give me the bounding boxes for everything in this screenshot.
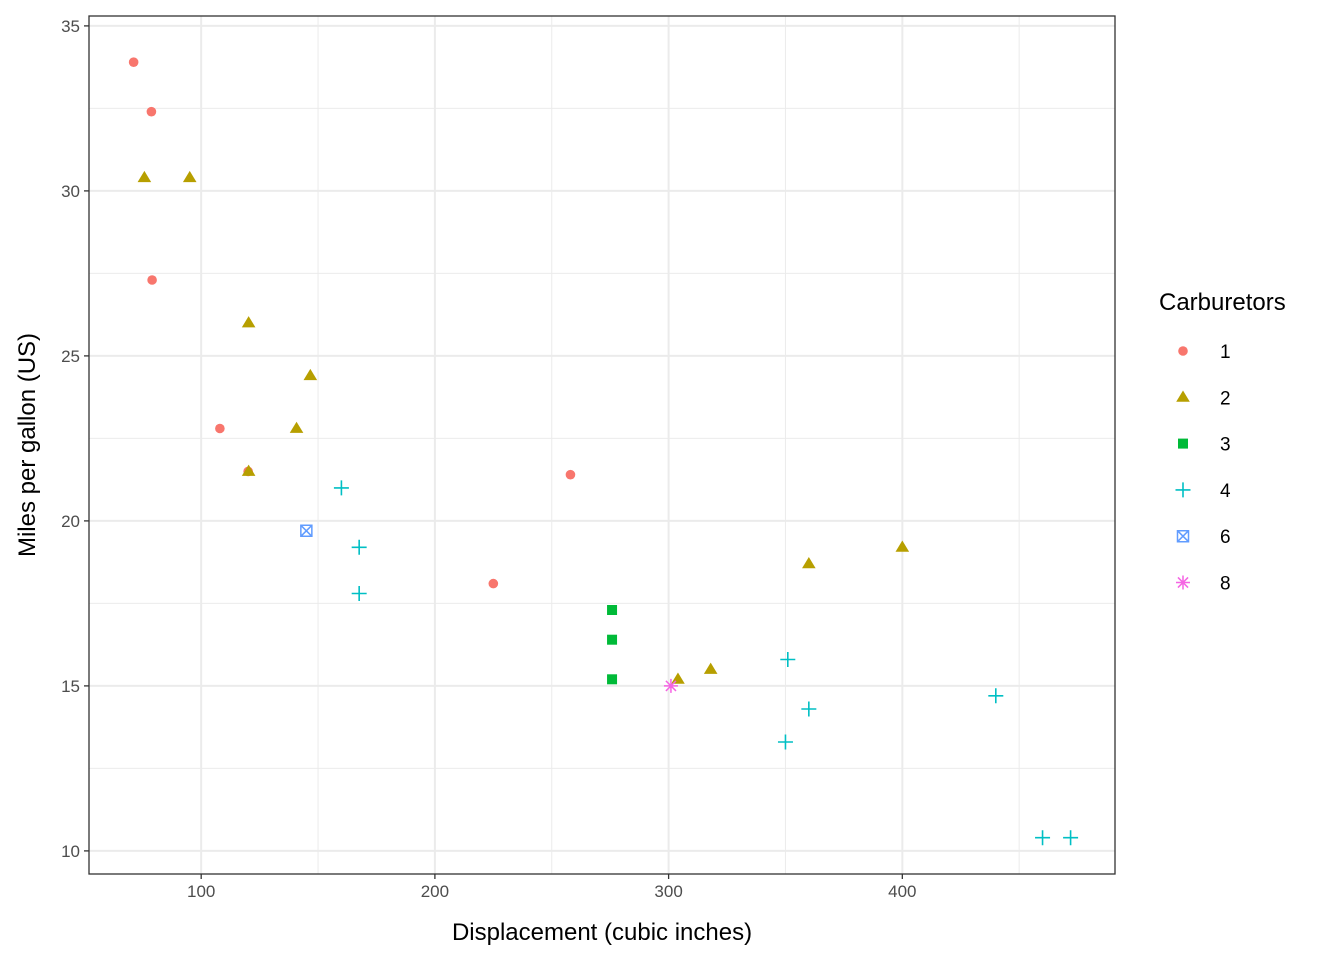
legend-label-3: 3: [1220, 435, 1231, 456]
data-point-carb-4: [351, 586, 367, 601]
y-axis-ticks: 10 15 20 25 30 35: [61, 17, 89, 861]
data-point-carb-2: [182, 170, 197, 183]
x-axis-ticks: 100 200 300 400: [187, 874, 917, 901]
data-point-carb-6: [300, 524, 313, 538]
data-point-carb-4: [351, 539, 367, 555]
data-point-carb-2: [241, 316, 256, 328]
legend-key-8: [1176, 575, 1190, 590]
legend-label-1: 1: [1220, 342, 1231, 363]
y-tick-label: 30: [61, 182, 80, 201]
data-points: [128, 57, 1079, 846]
data-point-carb-1: [565, 469, 576, 480]
data-point-carb-3: [607, 634, 618, 645]
data-point-carb-2: [895, 540, 910, 552]
data-point-carb-2: [137, 170, 152, 183]
legend-key-1: [1178, 346, 1188, 356]
data-point-carb-4: [333, 480, 349, 496]
plot-panel: [89, 16, 1115, 874]
y-tick-label: 10: [61, 842, 80, 861]
data-point-carb-3: [607, 674, 618, 685]
x-axis-title: Displacement (cubic inches): [452, 919, 752, 946]
legend-key-6: [1176, 529, 1190, 543]
grid-lines: [89, 16, 1115, 874]
y-tick-label: 20: [61, 512, 80, 531]
legend-label-8: 8: [1220, 574, 1231, 595]
y-tick-label: 25: [61, 347, 80, 366]
x-tick-label: 300: [654, 882, 682, 901]
data-point-carb-2: [802, 557, 816, 569]
data-point-carb-2: [703, 662, 718, 674]
data-point-carb-4: [780, 652, 796, 667]
data-point-carb-1: [488, 578, 499, 589]
data-point-carb-1: [215, 423, 225, 434]
legend-label-6: 6: [1220, 527, 1231, 548]
y-tick-label: 15: [61, 677, 80, 696]
data-point-carb-2: [241, 464, 256, 476]
x-tick-label: 400: [888, 882, 916, 901]
data-point-carb-1: [146, 106, 157, 117]
data-point-carb-4: [801, 701, 817, 717]
plot-border: [88, 15, 1116, 875]
legend: 1 2 3 4 6 8: [1175, 342, 1231, 595]
data-point-carb-3: [607, 605, 618, 615]
data-point-carb-4: [1063, 830, 1079, 846]
legend-label-4: 4: [1220, 481, 1231, 502]
data-point-carb-4: [777, 734, 793, 750]
data-point-carb-1: [147, 275, 157, 285]
legend-key-4: [1175, 482, 1191, 498]
data-point-carb-4: [1035, 830, 1051, 846]
x-tick-label: 200: [421, 882, 449, 901]
data-point-carb-1: [128, 57, 139, 67]
data-point-carb-2: [671, 672, 685, 684]
data-point-carb-4: [988, 688, 1004, 704]
y-axis-title: Miles per gallon (US): [14, 333, 41, 557]
y-tick-label: 35: [61, 17, 80, 36]
legend-key-2: [1176, 390, 1190, 402]
data-point-carb-2: [289, 421, 304, 433]
legend-label-2: 2: [1220, 388, 1231, 409]
data-point-carb-8: [663, 678, 678, 693]
legend-key-3: [1178, 438, 1188, 449]
x-tick-label: 100: [187, 882, 215, 901]
data-point-carb-2: [303, 368, 318, 381]
legend-title: Carburetors: [1159, 289, 1286, 316]
